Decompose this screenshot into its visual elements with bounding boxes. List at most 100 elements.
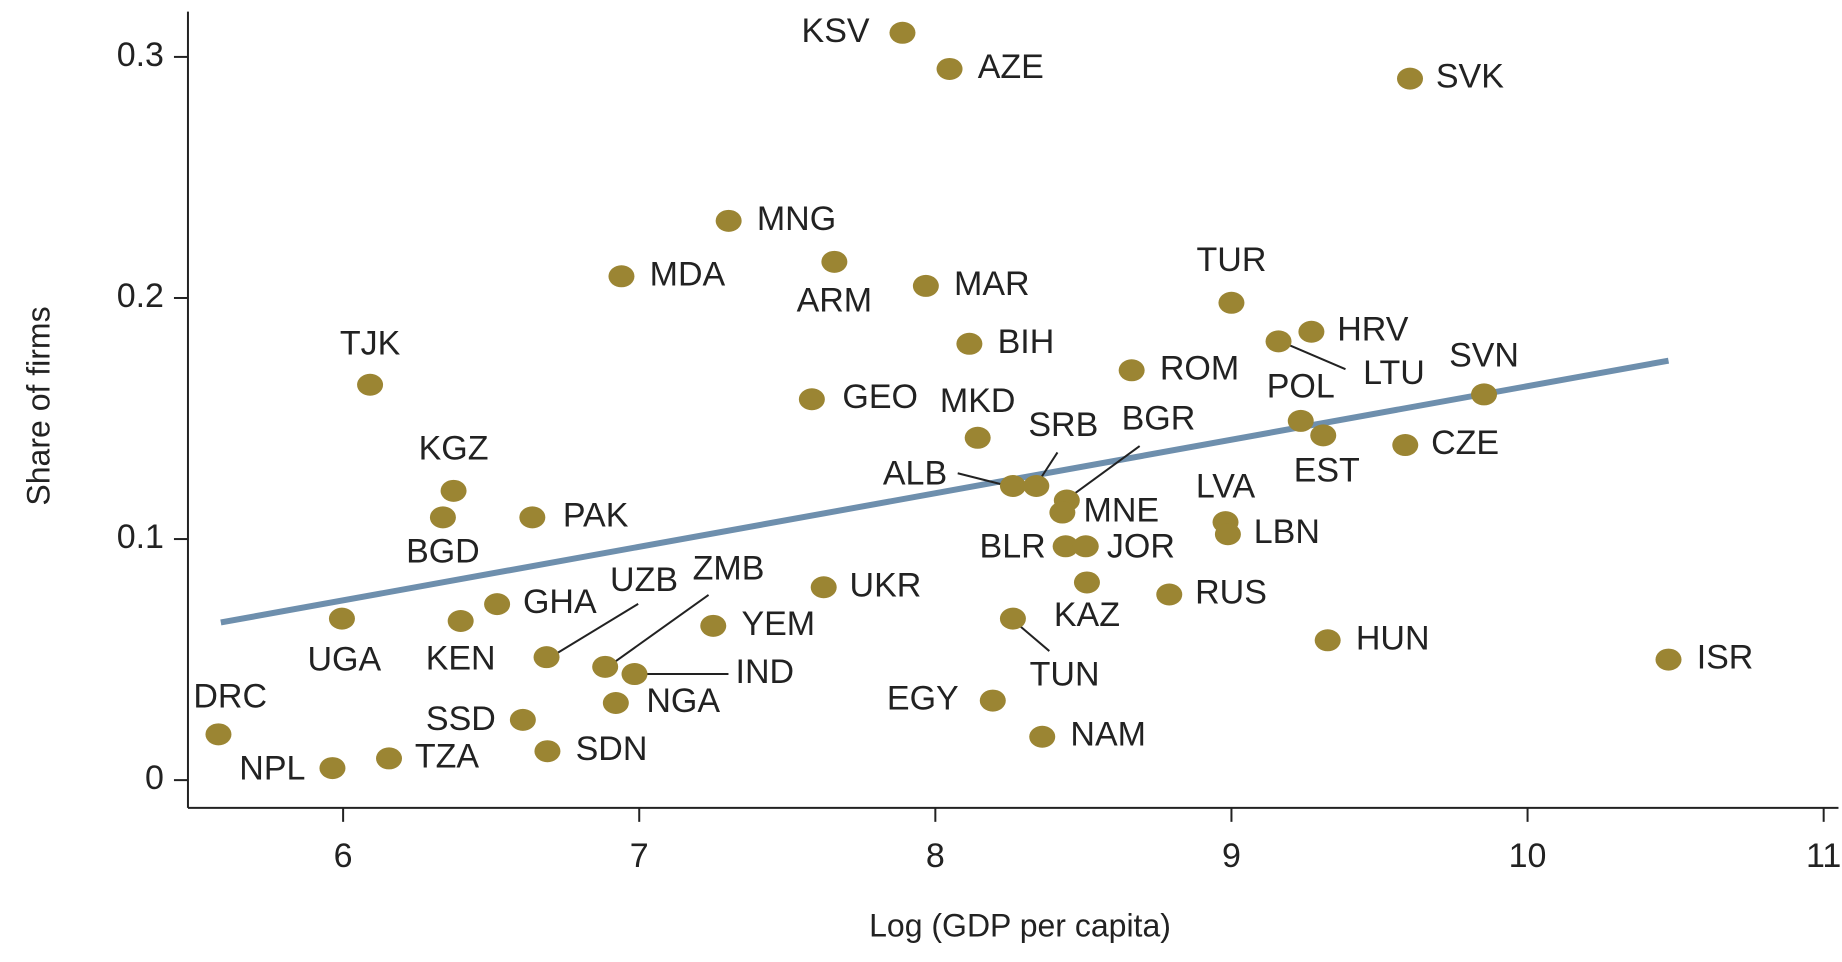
point — [1265, 330, 1292, 353]
point-label: GHA — [523, 583, 597, 621]
y-tick-label: 0.2 — [117, 277, 164, 315]
point — [447, 610, 474, 633]
x-tick-label: 9 — [1222, 837, 1241, 875]
point — [889, 21, 916, 44]
leader-line — [957, 472, 1009, 487]
x-tick-label: 6 — [334, 837, 353, 875]
point — [484, 593, 511, 616]
point — [912, 274, 939, 297]
point-label: UGA — [307, 640, 381, 678]
point-label: ARM — [797, 281, 873, 319]
point — [1214, 523, 1241, 546]
point — [1314, 629, 1341, 652]
x-tick-label: 11 — [1806, 837, 1841, 875]
point-label: KEN — [426, 639, 496, 677]
point-label: SSD — [426, 700, 496, 738]
point — [1073, 571, 1100, 594]
point-label: NAM — [1070, 716, 1146, 754]
point — [999, 607, 1026, 630]
point-label: MKD — [940, 382, 1016, 420]
y-tick-label: 0.1 — [117, 518, 164, 556]
y-tick-label: 0.3 — [117, 36, 164, 74]
point — [509, 708, 536, 731]
point-label: MNE — [1084, 492, 1160, 530]
point-label: BLR — [980, 528, 1046, 566]
point-label: LVA — [1196, 468, 1256, 506]
leader-line — [1070, 445, 1141, 497]
point — [936, 57, 963, 80]
leader-line — [551, 603, 639, 657]
point — [376, 747, 403, 770]
point-label: BGR — [1122, 399, 1196, 437]
point — [1218, 291, 1245, 314]
point — [1397, 67, 1424, 90]
point-label: RUS — [1195, 573, 1267, 611]
point — [1052, 535, 1079, 558]
point — [999, 475, 1026, 498]
point — [1049, 501, 1076, 524]
point-label: MAR — [954, 265, 1030, 303]
point-label: SRB — [1028, 406, 1098, 444]
point — [1118, 359, 1145, 382]
point-label: ISR — [1697, 639, 1754, 677]
point — [440, 479, 467, 502]
point-label: TUR — [1197, 241, 1267, 279]
point — [821, 250, 848, 273]
point — [979, 689, 1006, 712]
point-label: KAZ — [1054, 596, 1120, 634]
point — [1471, 383, 1498, 406]
point — [328, 607, 355, 630]
leader-line — [1282, 341, 1346, 371]
point — [608, 265, 635, 288]
y-tick-label: 0 — [145, 759, 164, 797]
point-label: MDA — [650, 255, 726, 293]
point — [1392, 434, 1419, 457]
point-label: EST — [1294, 451, 1360, 489]
point-label: MNG — [757, 200, 836, 238]
point — [534, 740, 561, 763]
point — [1298, 320, 1325, 343]
point — [533, 646, 560, 669]
point — [1655, 648, 1682, 671]
point-label: PAK — [563, 496, 629, 534]
y-axis-title: Share of firms — [20, 306, 56, 505]
point — [810, 576, 837, 599]
point — [602, 691, 629, 714]
point-label: SVN — [1449, 336, 1519, 374]
point-label: IND — [736, 653, 795, 691]
point-label: KSV — [802, 12, 870, 50]
point — [1310, 424, 1337, 447]
point-label: ZMB — [693, 550, 765, 588]
x-axis-title: Log (GDP per capita) — [869, 907, 1171, 943]
point-label: BIH — [998, 323, 1055, 361]
point — [700, 614, 727, 637]
point — [319, 757, 346, 780]
point-label: POL — [1267, 367, 1335, 405]
point-label: UZB — [610, 561, 678, 599]
point-label: UKR — [850, 566, 922, 604]
point-label: TJK — [340, 324, 401, 362]
point — [592, 655, 619, 678]
point-label: HRV — [1337, 311, 1408, 349]
point-label: HUN — [1356, 619, 1430, 657]
point-label: EGY — [887, 680, 959, 718]
point — [956, 332, 983, 355]
point — [621, 663, 648, 686]
point-label: GEO — [842, 378, 918, 416]
point-label: AZE — [978, 48, 1044, 86]
point-label: JOR — [1107, 528, 1175, 566]
point-label: SDN — [576, 730, 648, 768]
leader-line — [610, 594, 710, 666]
point-label: BGD — [406, 532, 480, 570]
point-label: TZA — [415, 737, 480, 775]
point — [205, 723, 232, 746]
point — [715, 209, 742, 232]
point-label: ALB — [883, 455, 947, 493]
point-label: CZE — [1431, 424, 1499, 462]
x-tick-label: 10 — [1509, 837, 1547, 875]
point-label: YEM — [741, 605, 815, 643]
x-tick-label: 8 — [926, 837, 945, 875]
point — [1156, 583, 1183, 606]
